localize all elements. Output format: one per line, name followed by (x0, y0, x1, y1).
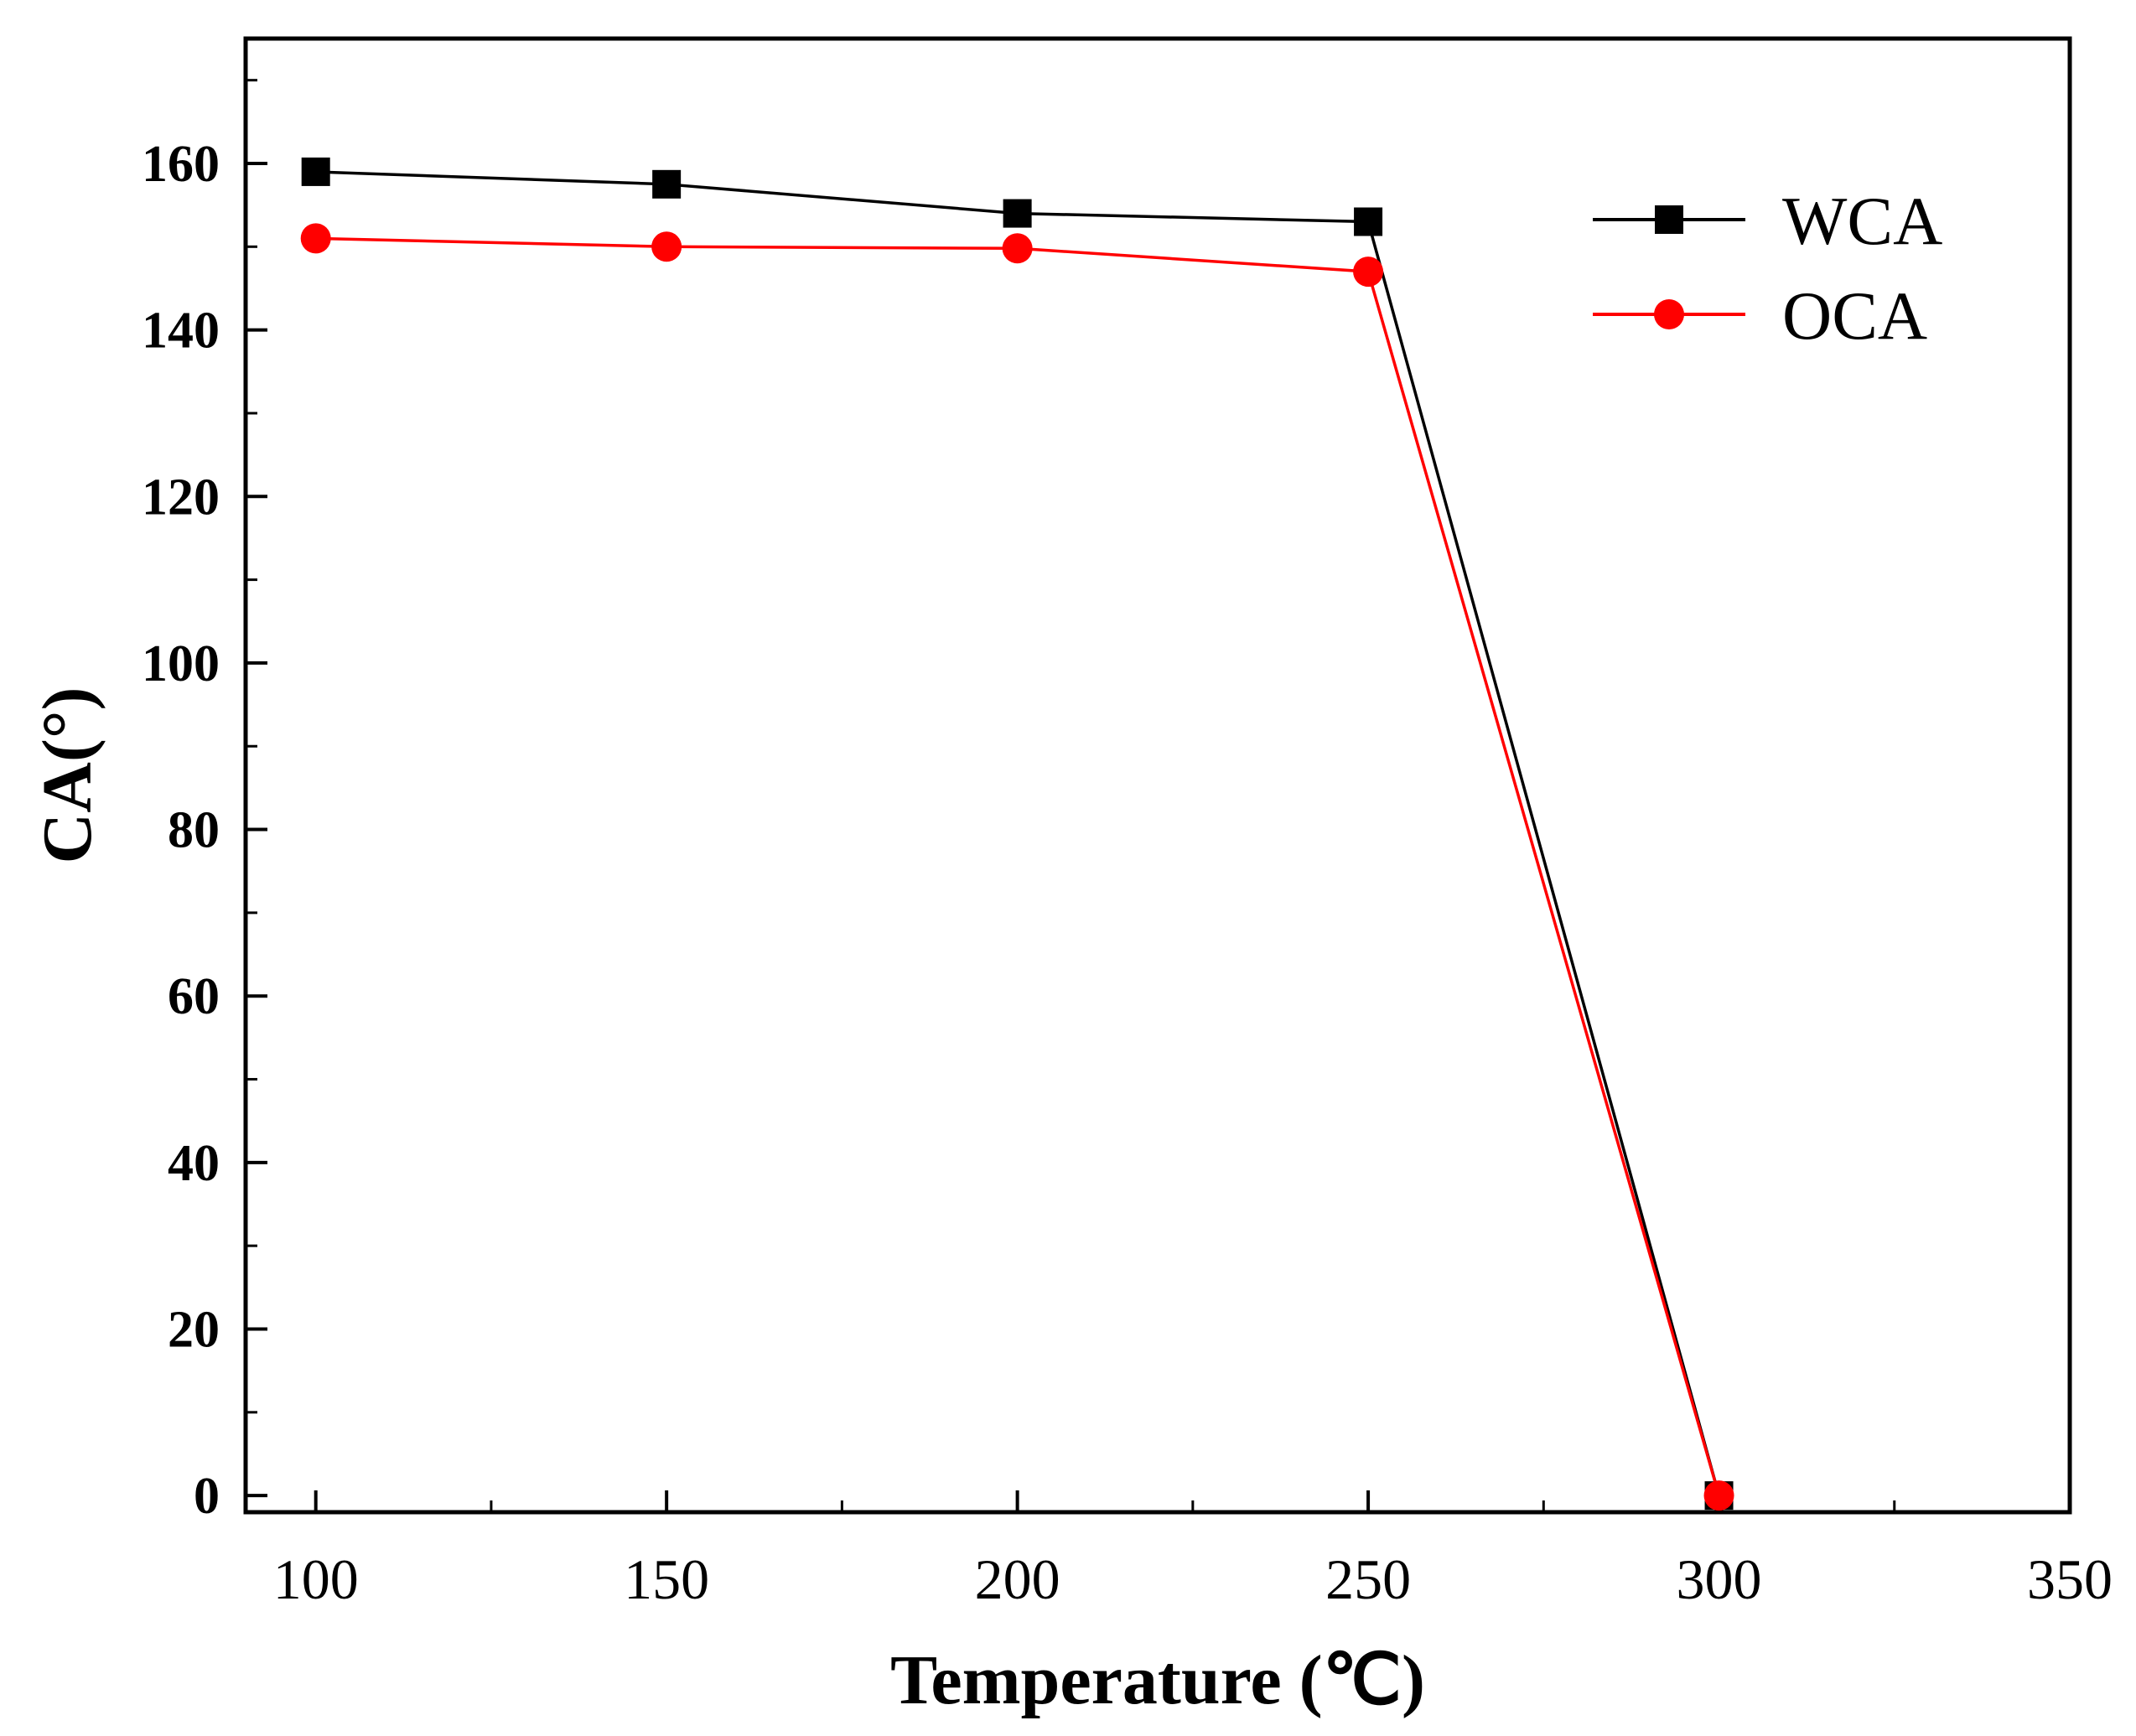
x-tick-label: 250 (1325, 1547, 1411, 1611)
y-tick-label: 0 (194, 1468, 220, 1525)
y-tick-label: 20 (168, 1301, 220, 1358)
series-wca-point (301, 157, 330, 186)
series-oca-point (1703, 1480, 1734, 1511)
y-tick-label: 40 (168, 1135, 220, 1192)
series-oca (300, 223, 1734, 1511)
y-tick-label: 120 (142, 469, 220, 526)
series-oca-point (651, 231, 682, 262)
x-axis: 100 150 200 250 300 350 (273, 1490, 2113, 1611)
y-tick-label: 80 (168, 802, 220, 859)
x-tick-label: 200 (975, 1547, 1060, 1611)
y-axis-title: CA(°) (29, 687, 106, 864)
legend-oca-marker (1654, 299, 1684, 329)
x-tick-label: 100 (273, 1547, 359, 1611)
plot-frame (243, 36, 2072, 1515)
series-wca-point (1003, 199, 1032, 228)
legend-wca-marker (1655, 205, 1683, 234)
series-wca-point (652, 169, 682, 199)
legend-wca-label: WCA (1782, 183, 1942, 259)
y-tick-label: 140 (142, 303, 220, 360)
x-tick-label: 300 (1677, 1547, 1762, 1611)
x-axis-title: Temperature (℃) (890, 1641, 1425, 1719)
series-layer (300, 157, 1734, 1511)
y-axis: 0 20 40 60 80 100 120 140 160 (142, 79, 267, 1525)
legend: WCA OCA (1593, 183, 1942, 354)
series-wca (301, 157, 1734, 1511)
x-tick-label: 150 (624, 1547, 709, 1611)
series-oca-point (300, 223, 331, 254)
series-wca-point (1354, 207, 1383, 236)
y-tick-label: 60 (168, 968, 220, 1025)
series-oca-line (315, 236, 1721, 1496)
series-oca-point (1353, 257, 1384, 288)
y-tick-label: 160 (142, 136, 220, 193)
y-tick-label: 100 (142, 635, 220, 692)
x-tick-label: 350 (2027, 1547, 2113, 1611)
series-oca-point (1002, 233, 1033, 264)
legend-oca-label: OCA (1782, 277, 1927, 354)
series-wca-line (315, 170, 1721, 1496)
